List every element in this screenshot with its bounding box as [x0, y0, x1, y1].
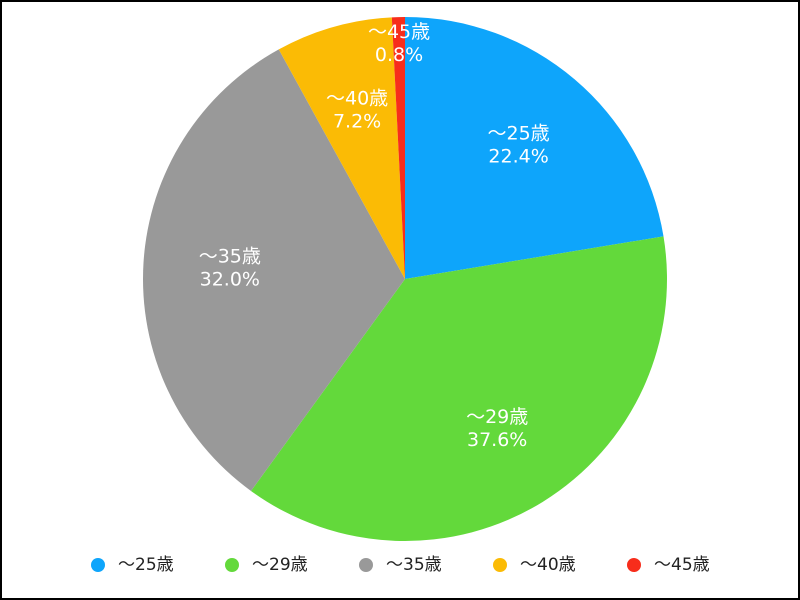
slice-category: ～29歳 [466, 406, 528, 428]
legend-marker [225, 558, 239, 572]
pie-slice [251, 236, 668, 541]
legend-marker [91, 558, 105, 572]
legend-marker [359, 558, 373, 572]
pie-slice [405, 17, 664, 279]
slice-category: ～25歳 [487, 123, 549, 145]
legend-label: ～29歳 [252, 555, 308, 575]
legend-marker [493, 558, 507, 572]
slice-category: ～35歳 [199, 245, 261, 267]
slice-value: 7.2% [333, 111, 381, 133]
pie-slice [278, 17, 405, 279]
legend-label: ～40歳 [520, 555, 576, 575]
slice-category: ～45歳 [368, 21, 430, 43]
slice-value: 37.6% [467, 429, 527, 451]
legend-marker [627, 558, 641, 572]
legend-label: ～25歳 [118, 555, 174, 575]
slice-value: 32.0% [200, 268, 260, 290]
slice-category: ～40歳 [326, 88, 388, 110]
pie-slice [391, 17, 405, 279]
legend-label: ～35歳 [386, 555, 442, 575]
legend-label: ～45歳 [654, 555, 710, 575]
slice-value: 22.4% [488, 146, 548, 168]
slice-value: 0.8% [375, 44, 423, 66]
pie-slice [142, 49, 406, 491]
